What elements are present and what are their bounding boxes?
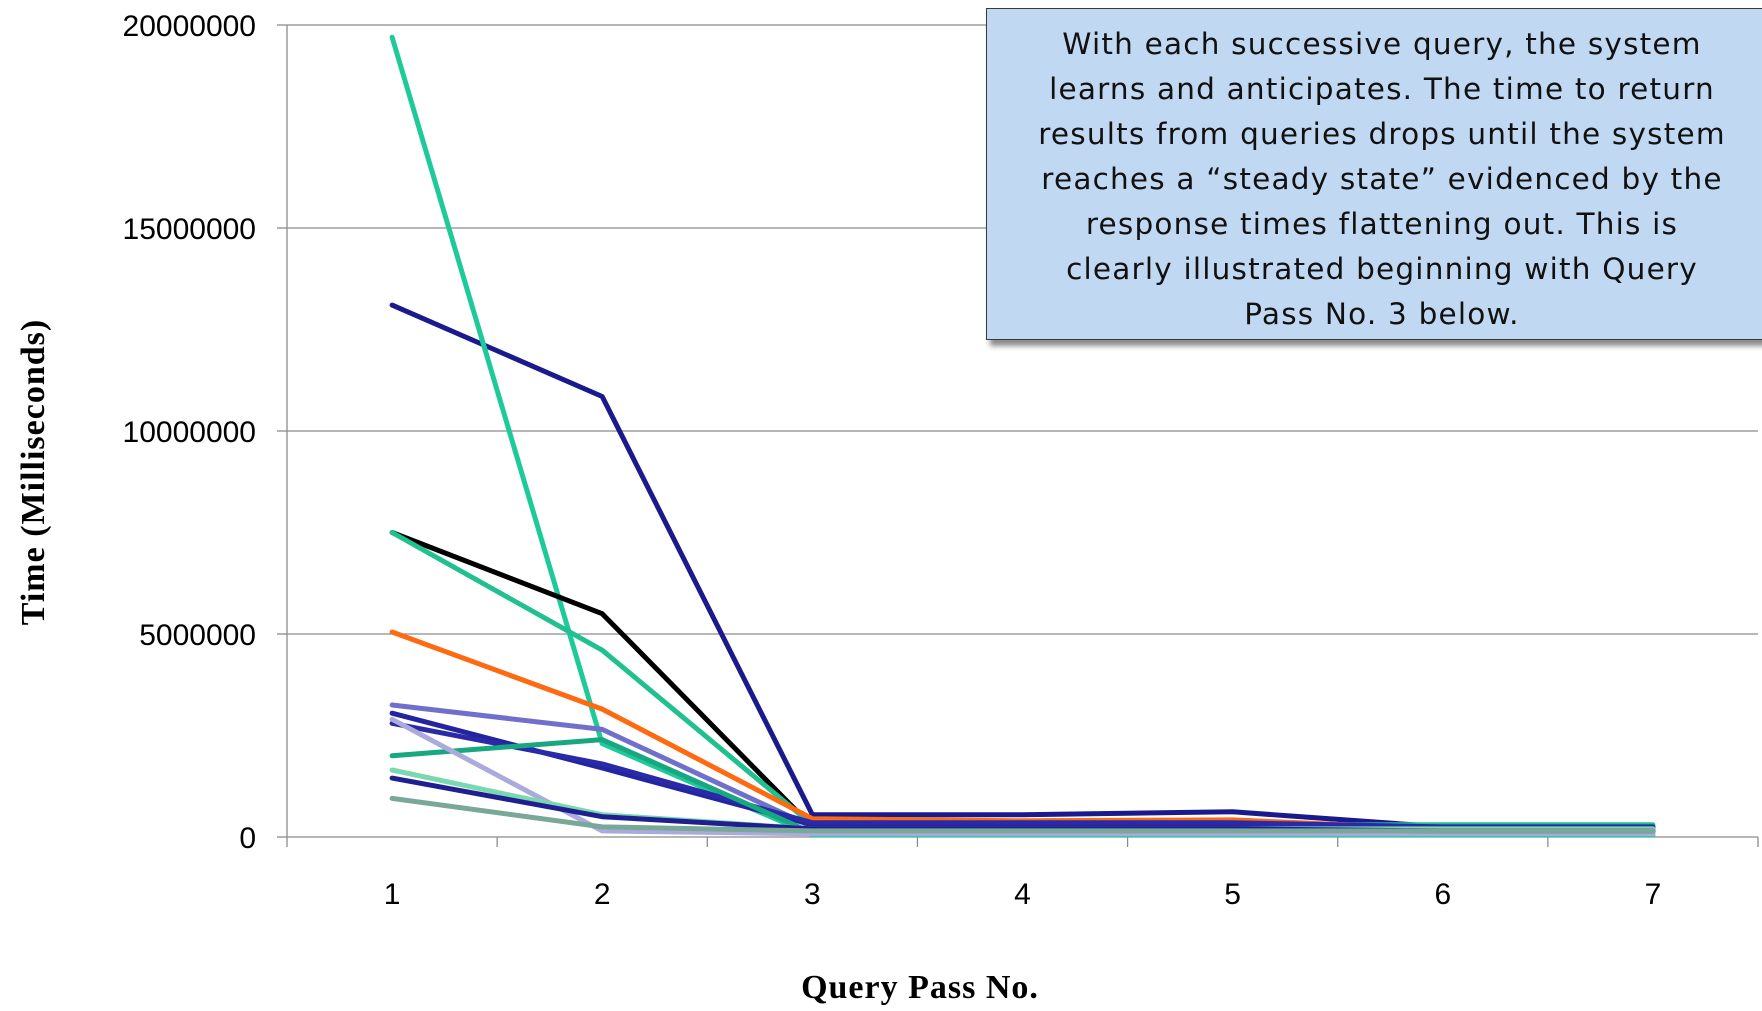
y-tick-label: 10000000	[123, 416, 256, 449]
annotation-line: clearly illustrated beginning with Query	[1066, 252, 1698, 286]
annotation-line: reaches a “steady state” evidenced by th…	[1041, 162, 1723, 196]
annotation-line: learns and anticipates. The time to retu…	[1049, 72, 1715, 106]
series-line	[389, 302, 1656, 830]
x-tick-label: 1	[384, 878, 401, 911]
x-tick-label: 7	[1645, 878, 1662, 911]
x-tick-label: 3	[804, 878, 821, 911]
y-tick-label: 5000000	[139, 619, 256, 652]
y-tick-label: 0	[239, 822, 256, 855]
x-tick-labels: 1 2 3 4 5 6 7	[384, 878, 1662, 911]
x-tick-label: 6	[1434, 878, 1451, 911]
annotation-line: Pass No. 3 below.	[1244, 297, 1520, 331]
series-line	[389, 629, 1656, 832]
x-axis-title: Query Pass No.	[801, 969, 1039, 1006]
annotation-line: results from queries drops until the sys…	[1038, 117, 1726, 151]
x-tick-label: 5	[1224, 878, 1241, 911]
annotation-line: With each successive query, the system	[1062, 27, 1702, 61]
y-axis-title: Time (Milliseconds)	[15, 319, 52, 625]
annotation-line: response times flattening out. This is	[1085, 207, 1679, 241]
y-tick-labels: 0 5000000 10000000 15000000 20000000	[123, 10, 256, 855]
annotation-callout: With each successive query, the system l…	[986, 8, 1762, 340]
x-tick-label: 2	[594, 878, 611, 911]
x-tick-label: 4	[1014, 878, 1031, 911]
series-line	[389, 795, 1656, 834]
series-line	[389, 716, 1656, 837]
series-lines	[389, 34, 1656, 838]
y-tick-label: 15000000	[123, 213, 256, 246]
y-tick-label: 20000000	[123, 10, 256, 43]
